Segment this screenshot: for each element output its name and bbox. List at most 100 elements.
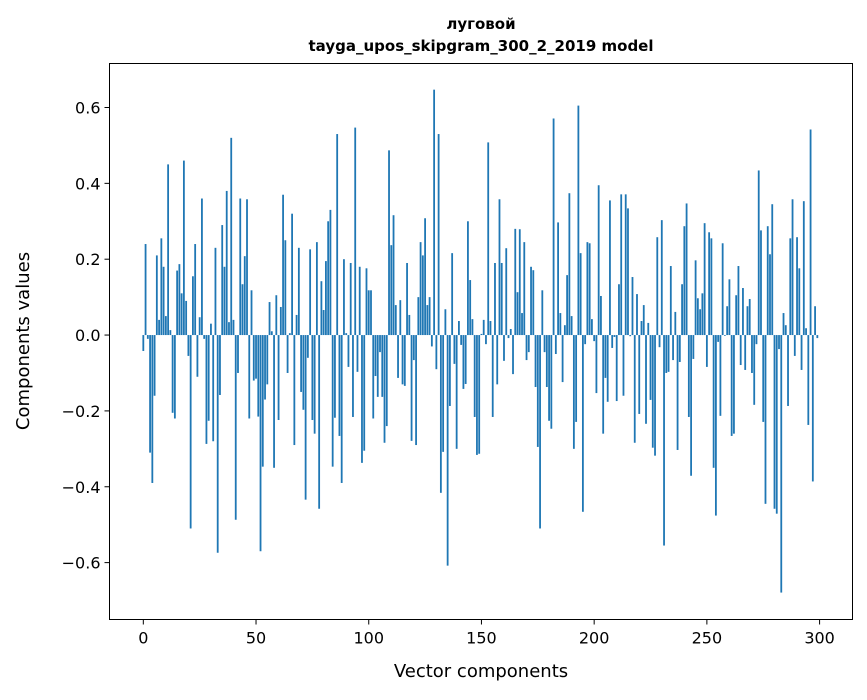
bar <box>187 335 190 356</box>
bar <box>667 335 670 372</box>
bar <box>381 335 384 397</box>
bar <box>309 249 312 336</box>
bar <box>399 300 402 336</box>
bar <box>514 228 517 336</box>
bar <box>775 335 778 514</box>
bar <box>354 127 357 336</box>
bar <box>212 335 215 442</box>
bar <box>437 134 440 336</box>
bar <box>361 335 363 463</box>
bar <box>275 295 278 336</box>
bar <box>439 335 442 493</box>
bar <box>717 335 720 342</box>
bar <box>291 213 293 336</box>
x-tick-label: 100 <box>353 629 384 648</box>
bar <box>588 243 591 336</box>
bar <box>239 198 242 336</box>
bar <box>789 238 792 336</box>
bar <box>572 335 575 449</box>
bar <box>237 335 239 373</box>
bar <box>318 335 321 509</box>
bar <box>277 335 280 421</box>
bar <box>505 248 508 336</box>
bar <box>764 335 767 504</box>
bar <box>164 316 167 336</box>
bar <box>435 335 438 370</box>
bar <box>566 275 569 336</box>
bar <box>541 290 544 336</box>
bar <box>293 335 296 446</box>
y-tick-label: 0.6 <box>75 98 100 117</box>
bar <box>257 335 260 417</box>
bar <box>315 242 318 336</box>
bar <box>676 335 679 450</box>
bar <box>744 335 747 370</box>
bar <box>325 261 327 336</box>
bar <box>570 316 573 336</box>
bar <box>352 335 354 417</box>
x-tick-label: 50 <box>246 629 266 648</box>
bar <box>412 335 415 361</box>
bar <box>751 335 753 373</box>
bar <box>597 185 600 336</box>
bar <box>622 335 625 396</box>
bar <box>370 290 372 336</box>
bar <box>809 129 812 336</box>
bar <box>266 335 269 385</box>
bar <box>629 335 632 337</box>
bar <box>696 298 699 336</box>
chart-subtitle: tayga_upos_skipgram_300_2_2019 model <box>309 37 654 55</box>
y-tick-label: −0.6 <box>62 554 101 573</box>
bar <box>203 335 206 339</box>
bar <box>442 335 445 452</box>
bar <box>444 309 447 336</box>
bar <box>796 237 798 336</box>
bar <box>719 335 722 416</box>
bar <box>471 319 474 336</box>
bar <box>654 335 656 456</box>
bar <box>160 238 163 336</box>
bar <box>527 335 530 353</box>
bar <box>748 299 751 336</box>
bar <box>784 325 787 336</box>
bar <box>173 335 176 419</box>
bar <box>602 335 605 434</box>
bar <box>460 335 463 345</box>
bar <box>787 335 789 406</box>
bar <box>705 335 708 367</box>
bar <box>771 204 774 336</box>
bar <box>615 335 618 402</box>
bar <box>279 306 282 336</box>
bar <box>660 220 663 336</box>
y-axis-label: Components values <box>13 252 34 430</box>
bar <box>512 335 514 375</box>
bar <box>746 306 749 336</box>
bar <box>390 245 393 336</box>
bar <box>814 306 816 336</box>
bar <box>410 335 413 441</box>
y-axis: −0.6 −0.4 −0.2 0.0 0.2 0.4 0.6 <box>62 98 110 573</box>
bar <box>255 335 257 379</box>
bar <box>645 335 647 424</box>
bar <box>306 335 309 358</box>
bar <box>345 333 348 336</box>
bar <box>703 223 706 336</box>
bar <box>268 302 271 336</box>
bar <box>171 335 174 413</box>
bar <box>234 335 237 520</box>
bar <box>464 335 467 384</box>
bar <box>800 335 803 370</box>
bar <box>421 255 424 336</box>
bar <box>581 335 584 512</box>
bar <box>498 199 501 336</box>
bar <box>182 160 185 336</box>
bar <box>455 335 458 449</box>
bar <box>816 335 819 339</box>
bar <box>699 309 702 336</box>
bar <box>347 335 350 367</box>
bar <box>250 290 253 336</box>
bar <box>207 335 210 421</box>
bar <box>737 266 740 336</box>
bar <box>480 333 483 336</box>
bar <box>557 222 559 336</box>
